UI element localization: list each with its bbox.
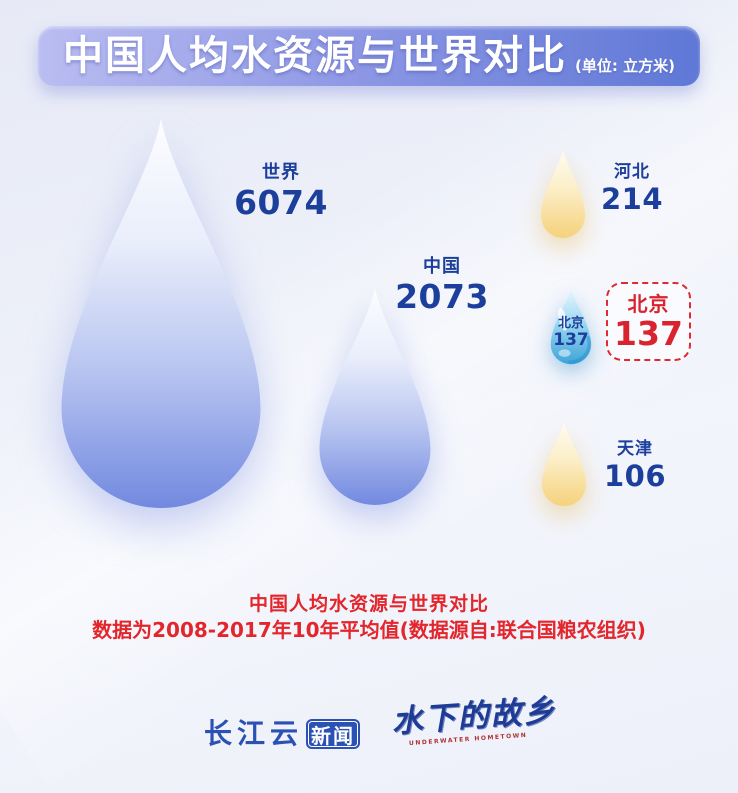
news-badge-logo: 新闻	[306, 719, 360, 749]
water-drop-icon	[550, 287, 592, 365]
world-value: 6074	[234, 182, 328, 222]
water-drop-icon	[542, 421, 586, 507]
china-water-drop	[312, 284, 438, 510]
china-label: 中国	[423, 256, 461, 277]
unit-label: (单位: 立方米)	[575, 56, 675, 75]
tianjin-value: 106	[603, 458, 667, 493]
calligraphy-logo: 水下的故乡 UNDERWATER HOMETOWN	[391, 693, 558, 748]
world-label-block: 世界 6074	[221, 162, 341, 222]
water-drop-icon	[61, 118, 261, 508]
world-label: 世界	[262, 162, 300, 183]
changjiangyun-logo: 长江云	[204, 717, 304, 750]
title-banner: 中国人均水资源与世界对比 (单位: 立方米)	[38, 26, 700, 86]
tianjin-label: 天津	[617, 439, 653, 459]
beijing-highlight-value: 137	[614, 313, 683, 353]
world-water-drop	[48, 112, 274, 517]
water-drop-icon	[541, 149, 585, 238]
page-title: 中国人均水资源与世界对比	[63, 33, 568, 79]
beijing-highlight-label: 北京	[627, 291, 670, 316]
tianjin-label-block: 天津 106	[603, 439, 667, 493]
hebei-label: 河北	[614, 162, 650, 182]
tianjin-water-drop	[539, 420, 589, 508]
beijing-water-drop	[548, 286, 594, 366]
hebei-water-drop	[538, 148, 588, 240]
china-label-block: 中国 2073	[382, 256, 502, 316]
beijing-highlight-box: 北京 137	[606, 282, 691, 361]
footer-caption-line2: 数据为2008-2017年10年平均值(数据源自:联合国粮农组织)	[92, 618, 646, 642]
hebei-value: 214	[600, 181, 664, 216]
hebei-label-block: 河北 214	[600, 162, 664, 216]
china-value: 2073	[395, 276, 489, 316]
water-drop-icon	[319, 287, 431, 505]
footer-caption-line1: 中国人均水资源与世界对比	[248, 593, 489, 615]
